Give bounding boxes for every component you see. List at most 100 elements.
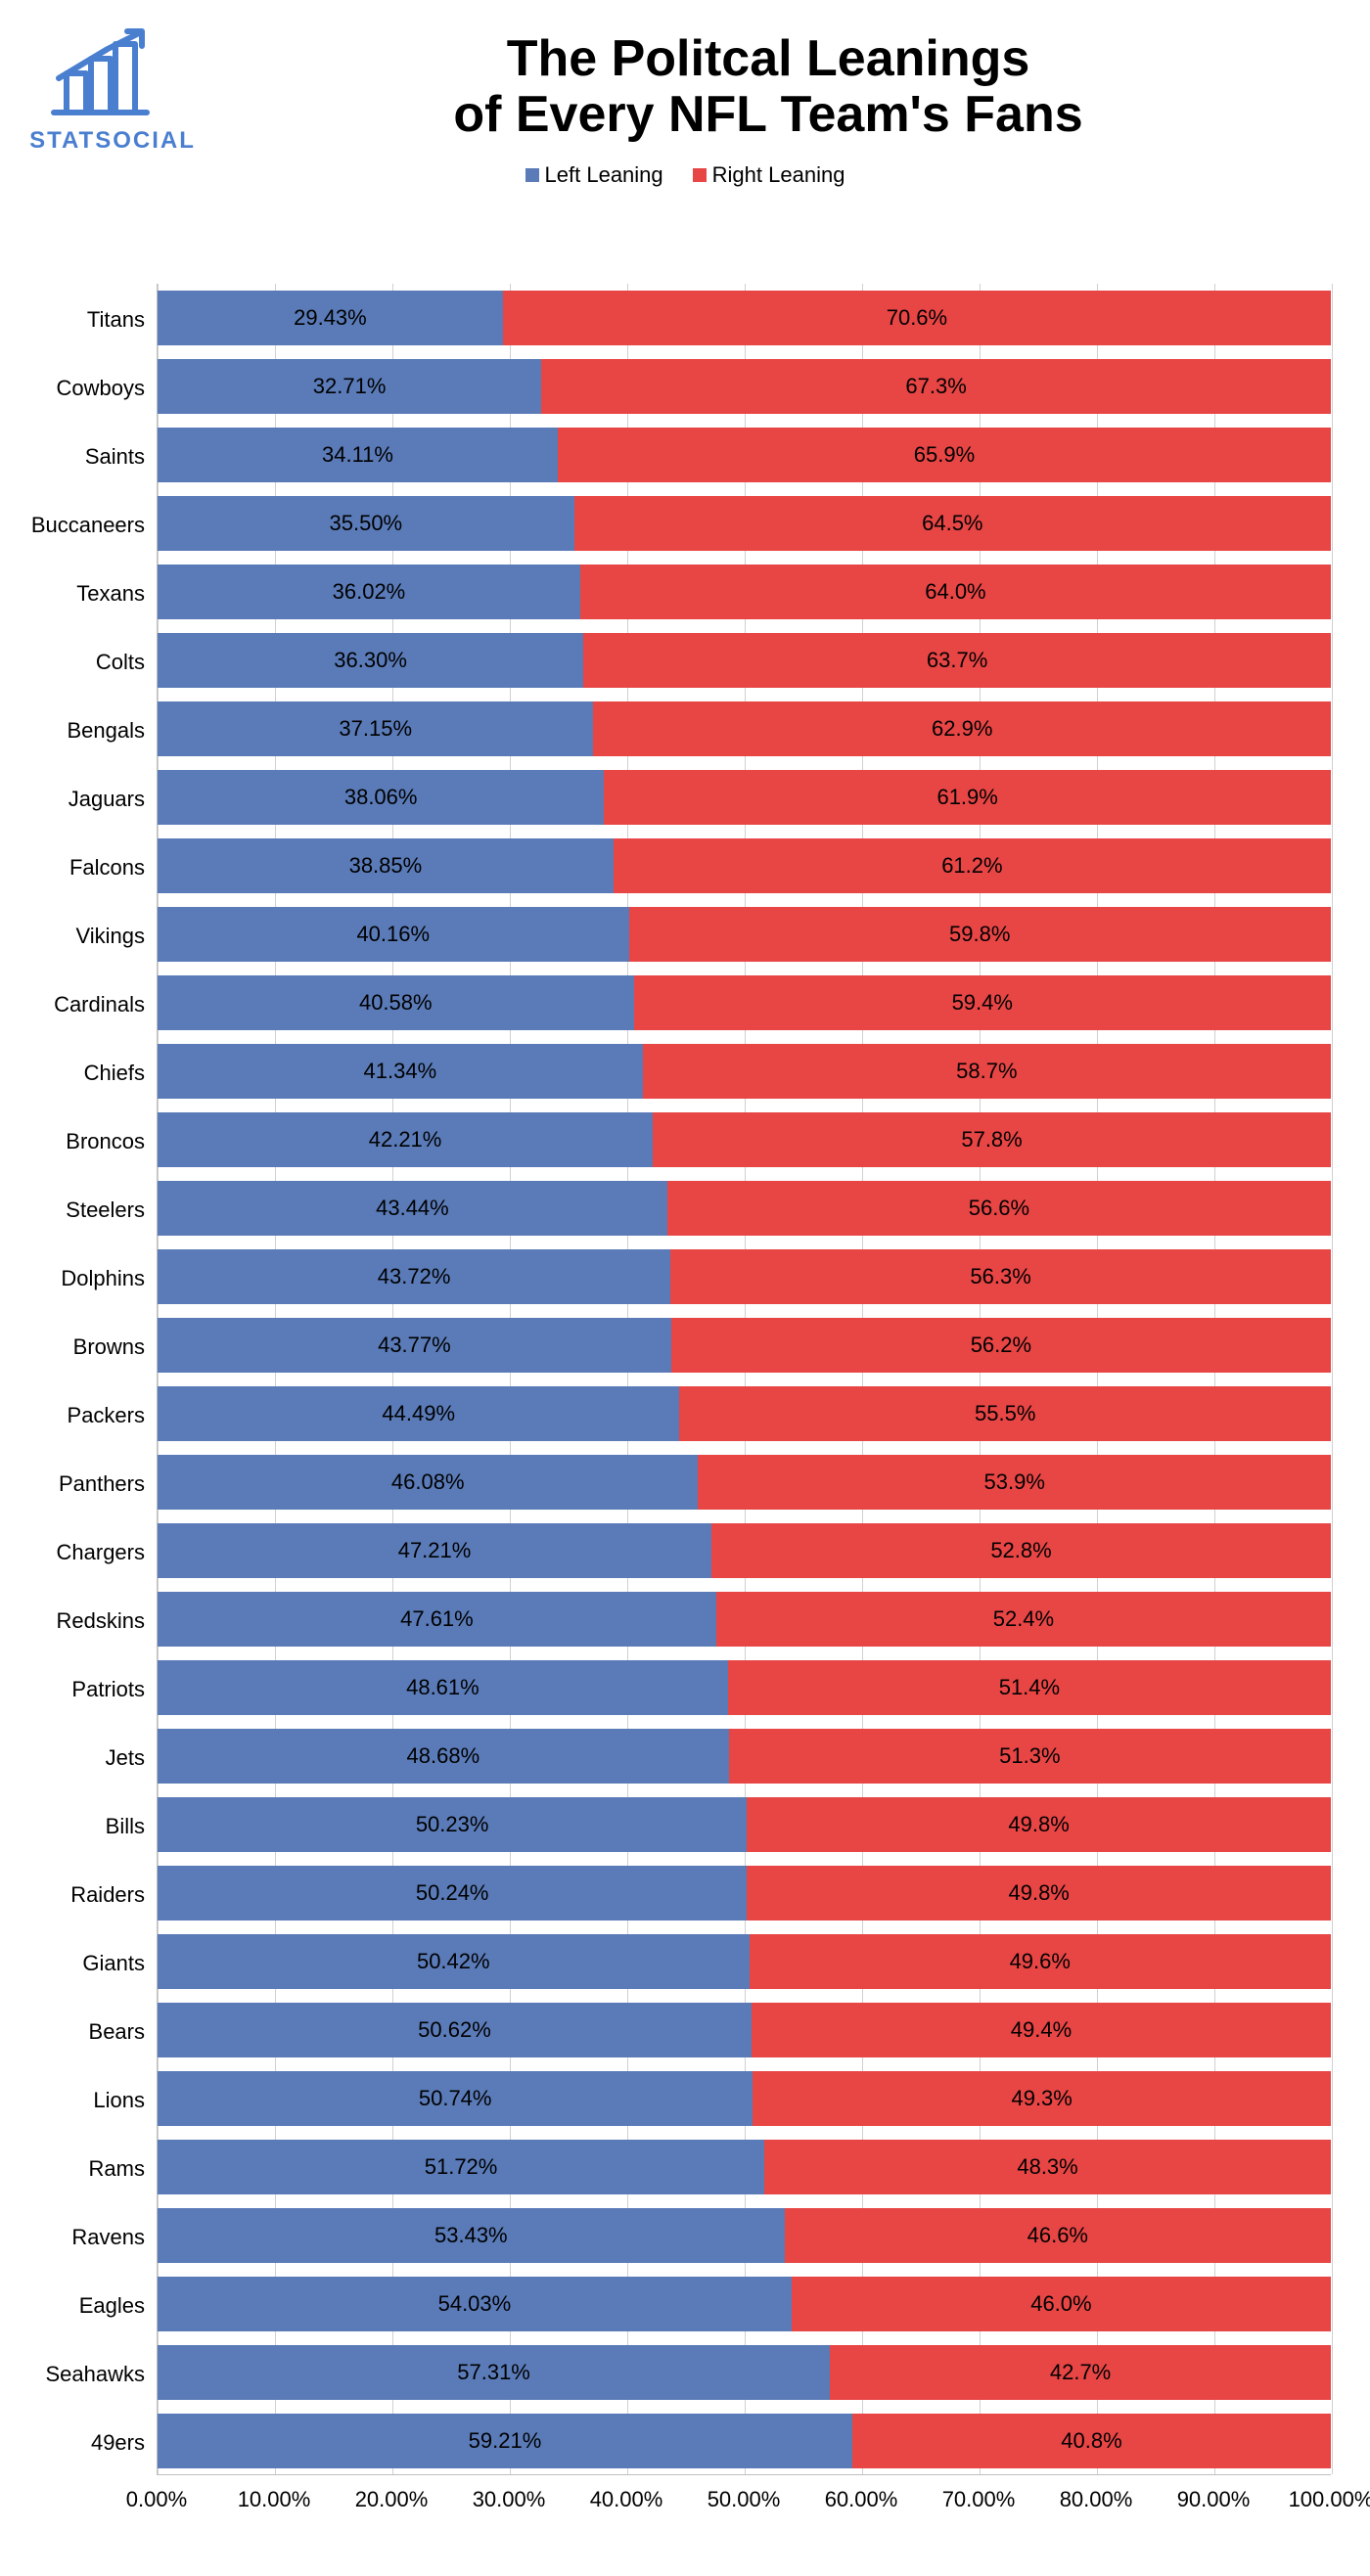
bar-row: 36.30% 63.7% (158, 633, 1331, 688)
bar-value-right: 64.5% (922, 511, 982, 536)
bar-segment-left: 47.21% (158, 1523, 711, 1578)
bar-value-left: 41.34% (364, 1059, 437, 1084)
bar-value-right: 70.6% (887, 305, 947, 331)
bar-value-left: 43.44% (376, 1196, 449, 1221)
bar-value-left: 46.08% (391, 1469, 465, 1495)
bar-row: 48.61%51.4% (158, 1660, 1331, 1715)
bar-value-right: 64.0% (925, 579, 985, 605)
y-axis-label: Buccaneers (0, 513, 145, 538)
title-line2: of Every NFL Team's Fans (196, 87, 1341, 143)
y-axis-label: Jets (0, 1745, 145, 1771)
bar-value-right: 42.7% (1050, 2360, 1111, 2385)
bar-value-left: 54.03% (438, 2291, 512, 2317)
bar-row: 50.24% 49.8% (158, 1866, 1331, 1921)
x-axis-label: 80.00% (1060, 2487, 1133, 2512)
y-axis-label: Ravens (0, 2225, 145, 2250)
bar-value-right: 56.2% (971, 1333, 1031, 1358)
bar-value-left: 50.62% (418, 2017, 491, 2043)
y-axis-label: Patriots (0, 1677, 145, 1702)
bar-value-right: 52.4% (993, 1606, 1054, 1632)
bar-segment-right: 56.6% (667, 1181, 1331, 1236)
y-axis-label: Saints (0, 444, 145, 470)
bar-value-right: 63.7% (927, 648, 987, 673)
y-axis-label: Colts (0, 650, 145, 675)
bar-segment-left: 36.30% (158, 633, 583, 688)
bar-segment-right: 59.8% (629, 907, 1331, 962)
bar-value-left: 44.49% (382, 1401, 455, 1426)
bar-value-right: 61.9% (936, 785, 997, 810)
bar-segment-right: 46.6% (785, 2208, 1331, 2263)
y-axis-label: Rams (0, 2156, 145, 2182)
bar-row: 57.31%42.7% (158, 2345, 1331, 2400)
x-axis-label: 0.00% (126, 2487, 187, 2512)
bar-value-right: 48.3% (1017, 2154, 1077, 2180)
bar-row: 32.71%67.3% (158, 359, 1331, 414)
bar-segment-right: 49.8% (747, 1866, 1331, 1921)
logo: STATSOCIAL (29, 20, 196, 155)
bar-segment-right: 49.8% (747, 1797, 1331, 1852)
bar-value-right: 46.0% (1030, 2291, 1091, 2317)
x-axis-label: 100.00% (1289, 2487, 1370, 2512)
bar-row: 50.62% 49.4% (158, 2003, 1331, 2057)
bar-value-left: 50.42% (417, 1949, 490, 1974)
bar-row: 36.02% 64.0% (158, 565, 1331, 619)
bar-segment-right: 59.4% (634, 975, 1331, 1030)
legend-label: Right Leaning (712, 162, 845, 188)
bar-value-right: 67.3% (905, 374, 966, 399)
bar-value-left: 36.30% (334, 648, 407, 673)
bar-segment-left: 51.72% (158, 2140, 764, 2194)
bar-segment-left: 50.42% (158, 1934, 750, 1989)
bar-value-right: 49.8% (1008, 1812, 1069, 1837)
y-axis-label: Bengals (0, 718, 145, 744)
bar-segment-left: 48.61% (158, 1660, 728, 1715)
bar-row: 47.61% 52.4% (158, 1592, 1331, 1647)
bar-segment-left: 59.21% (158, 2414, 852, 2468)
page: STATSOCIAL The Politcal Leanings of Ever… (0, 0, 1370, 2576)
bar-row: 50.74% 49.3% (158, 2071, 1331, 2126)
x-axis-label: 50.00% (708, 2487, 781, 2512)
bar-value-left: 50.23% (416, 1812, 489, 1837)
y-axis-label: Steelers (0, 1198, 145, 1223)
bar-segment-right: 42.7% (830, 2345, 1331, 2400)
bar-segment-right: 49.4% (752, 2003, 1331, 2057)
bar-segment-right: 61.2% (614, 838, 1331, 893)
bar-segment-right: 64.5% (574, 496, 1331, 551)
legend: Left Leaning Right Leaning (0, 162, 1370, 188)
bar-value-right: 59.8% (949, 922, 1010, 947)
bar-segment-left: 35.50% (158, 496, 574, 551)
legend-label: Left Leaning (545, 162, 663, 188)
bar-segment-right: 64.0% (580, 565, 1331, 619)
bar-segment-right: 67.3% (541, 359, 1331, 414)
bar-value-left: 29.43% (294, 305, 367, 331)
bar-segment-right: 46.0% (792, 2277, 1331, 2331)
legend-item: Left Leaning (525, 162, 663, 188)
bar-value-left: 51.72% (425, 2154, 498, 2180)
bar-value-left: 50.24% (416, 1880, 489, 1906)
bar-row: 50.42%49.6% (158, 1934, 1331, 1989)
bar-segment-right: 53.9% (698, 1455, 1331, 1510)
bar-value-left: 38.06% (344, 785, 418, 810)
bar-segment-left: 36.02% (158, 565, 580, 619)
x-axis-label: 30.00% (473, 2487, 546, 2512)
bar-segment-left: 37.15% (158, 701, 593, 756)
bar-row: 35.50% 64.5% (158, 496, 1331, 551)
bar-segment-right: 62.9% (593, 701, 1331, 756)
bar-segment-left: 42.21% (158, 1112, 653, 1167)
bar-segment-right: 51.4% (728, 1660, 1331, 1715)
bar-value-left: 59.21% (469, 2428, 542, 2454)
bar-segment-left: 50.74% (158, 2071, 753, 2126)
y-axis-label: Seahawks (0, 2362, 145, 2387)
x-axis-label: 60.00% (825, 2487, 898, 2512)
bar-segment-right: 61.9% (604, 770, 1331, 825)
bar-row: 38.06% 61.9% (158, 770, 1331, 825)
x-axis-label: 40.00% (590, 2487, 663, 2512)
statsocial-icon (29, 20, 196, 127)
bar-segment-left: 54.03% (158, 2277, 792, 2331)
bar-row: 42.21%57.8% (158, 1112, 1331, 1167)
y-axis-label: Cardinals (0, 992, 145, 1017)
x-axis-label: 10.00% (238, 2487, 311, 2512)
bar-value-right: 49.3% (1011, 2086, 1072, 2111)
x-axis-label: 90.00% (1177, 2487, 1251, 2512)
y-axis-label: Broncos (0, 1129, 145, 1154)
bar-segment-left: 47.61% (158, 1592, 716, 1647)
